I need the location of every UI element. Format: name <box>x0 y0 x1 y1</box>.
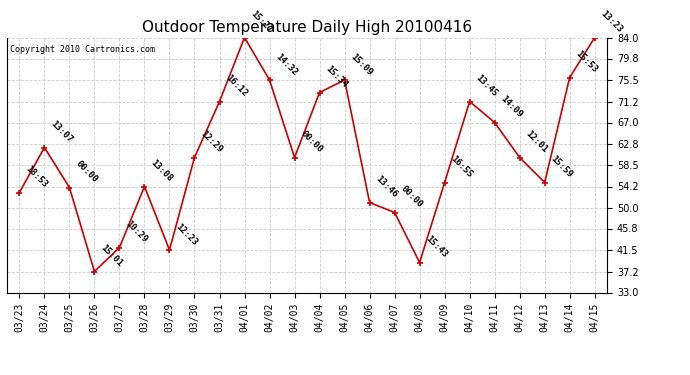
Text: 13:23: 13:23 <box>599 9 624 35</box>
Text: 15:01: 15:01 <box>99 243 124 269</box>
Text: 00:00: 00:00 <box>299 129 324 155</box>
Text: 15:59: 15:59 <box>549 154 574 180</box>
Text: 13:45: 13:45 <box>474 74 499 99</box>
Text: 13:46: 13:46 <box>374 174 399 200</box>
Text: 12:29: 12:29 <box>199 129 224 155</box>
Text: 15:27: 15:27 <box>248 9 274 35</box>
Text: 13:07: 13:07 <box>48 119 74 145</box>
Text: 18:53: 18:53 <box>23 164 49 190</box>
Text: Copyright 2010 Cartronics.com: Copyright 2010 Cartronics.com <box>10 45 155 54</box>
Text: 14:32: 14:32 <box>274 52 299 77</box>
Title: Outdoor Temperature Daily High 20100416: Outdoor Temperature Daily High 20100416 <box>142 20 472 35</box>
Text: 13:08: 13:08 <box>148 158 174 184</box>
Text: 15:53: 15:53 <box>574 50 599 75</box>
Text: 14:09: 14:09 <box>499 94 524 120</box>
Text: 15:34: 15:34 <box>324 64 349 90</box>
Text: 15:43: 15:43 <box>424 234 449 260</box>
Text: 12:01: 12:01 <box>524 129 549 155</box>
Text: 15:09: 15:09 <box>348 52 374 77</box>
Text: 16:12: 16:12 <box>224 74 249 99</box>
Text: 00:00: 00:00 <box>399 184 424 210</box>
Text: 10:29: 10:29 <box>124 219 149 245</box>
Text: 00:00: 00:00 <box>74 159 99 185</box>
Text: 12:23: 12:23 <box>174 222 199 247</box>
Text: 16:55: 16:55 <box>448 154 474 180</box>
